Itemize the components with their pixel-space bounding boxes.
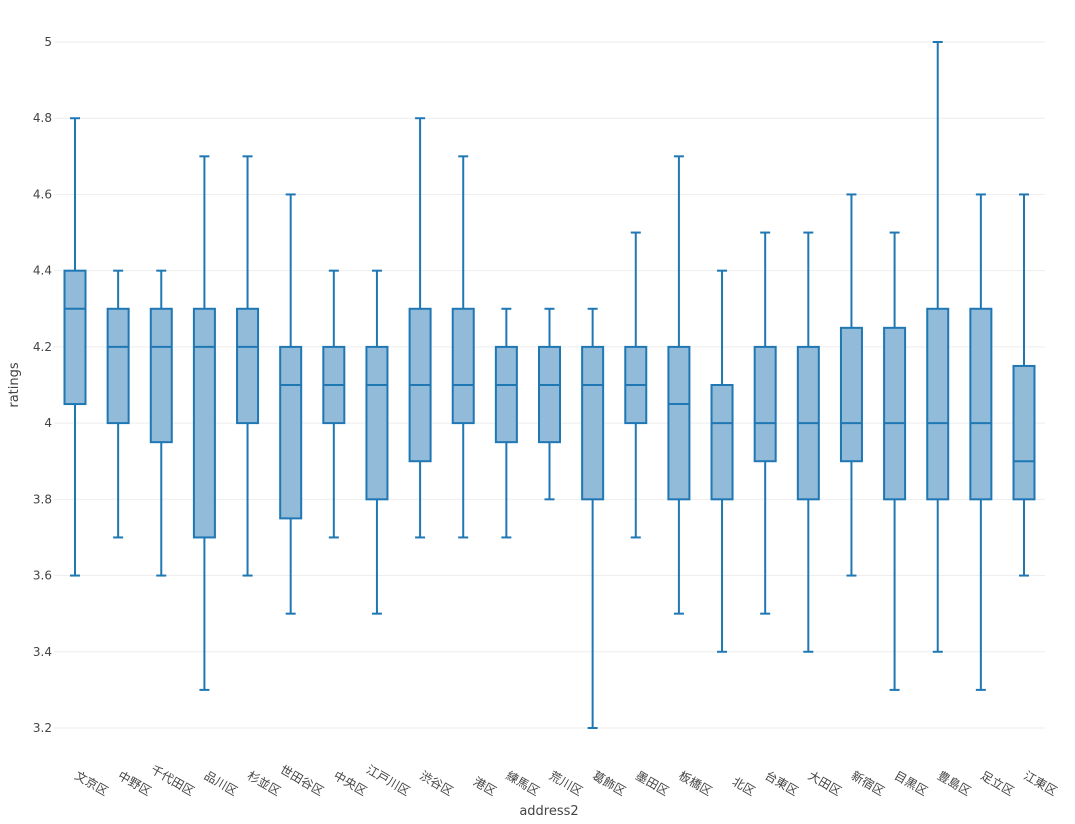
- iqr-box: [667, 345, 691, 501]
- box-mark[interactable]: [408, 117, 432, 539]
- y-axis-title: ratings: [7, 362, 22, 408]
- box-mark[interactable]: [538, 307, 561, 501]
- x-tick-label: 足立区: [978, 768, 1017, 799]
- box-mark[interactable]: [365, 269, 389, 615]
- box-mark[interactable]: [753, 231, 777, 615]
- y-tick-label: 4.8: [33, 111, 52, 125]
- x-tick-label: 世田谷区: [278, 762, 327, 798]
- box-mark[interactable]: [926, 41, 950, 653]
- iqr-box: [365, 345, 389, 501]
- x-tick-label: 中央区: [331, 768, 370, 799]
- box-mark[interactable]: [236, 155, 260, 577]
- x-tick-label: 北区: [730, 774, 758, 798]
- iqr-box: [192, 307, 216, 539]
- box-mark[interactable]: [796, 231, 820, 653]
- box-mark[interactable]: [106, 269, 130, 539]
- x-tick-label: 千代田区: [148, 762, 197, 798]
- x-tick-label: 台東区: [762, 768, 801, 799]
- x-tick-label: 豊島区: [935, 768, 974, 799]
- x-tick-label: 港区: [471, 774, 499, 798]
- x-tick-label: 板橋区: [676, 768, 714, 798]
- iqr-box: [710, 384, 734, 501]
- y-tick-label: 3.2: [33, 721, 52, 735]
- x-tick-label: 墨田区: [633, 768, 671, 798]
- y-tick-label: 4.2: [33, 340, 52, 354]
- y-axis-ticks: 3.2 3.4 3.6 3.8 4 4.2 4.4 4.6 4.8 5: [33, 35, 52, 735]
- x-tick-label: 中野区: [115, 768, 154, 799]
- box-mark[interactable]: [322, 269, 346, 539]
- box-mark[interactable]: [624, 231, 648, 539]
- iqr-box: [969, 307, 993, 501]
- y-tick-label: 3.6: [33, 569, 52, 583]
- x-tick-label: 渋谷区: [417, 768, 455, 798]
- y-tick-label: 3.8: [33, 492, 52, 506]
- box-mark[interactable]: [63, 117, 87, 577]
- y-tick-label: 4: [44, 416, 52, 430]
- box-mark[interactable]: [192, 155, 216, 691]
- x-tick-label: 品川区: [202, 768, 240, 798]
- iqr-box: [236, 307, 260, 425]
- box-series: [63, 41, 1036, 729]
- iqr-box: [149, 307, 173, 444]
- iqr-box: [926, 307, 950, 501]
- x-axis-title: address2: [519, 804, 578, 819]
- box-mark[interactable]: [581, 307, 605, 729]
- iqr-box: [581, 345, 605, 501]
- box-mark[interactable]: [667, 155, 691, 615]
- iqr-box: [494, 345, 518, 444]
- box-mark[interactable]: [279, 193, 303, 615]
- x-tick-label: 練馬区: [504, 768, 542, 798]
- iqr-box: [883, 326, 907, 501]
- x-tick-label: 大田区: [806, 768, 844, 798]
- y-tick-label: 3.4: [33, 645, 52, 659]
- iqr-box: [279, 345, 303, 520]
- box-mark[interactable]: [451, 155, 475, 539]
- x-tick-label: 江戸川区: [364, 762, 413, 798]
- iqr-box: [753, 345, 777, 463]
- y-tick-label: 5: [44, 35, 52, 49]
- iqr-box: [1012, 364, 1036, 501]
- y-tick-label: 4.4: [33, 264, 52, 278]
- x-tick-label: 江東区: [1021, 768, 1059, 798]
- iqr-box: [451, 307, 475, 425]
- box-mark[interactable]: [969, 193, 993, 691]
- x-tick-label: 新宿区: [849, 768, 888, 799]
- x-tick-label: 杉並区: [245, 768, 283, 798]
- x-tick-label: 文京区: [72, 768, 111, 799]
- box-mark[interactable]: [839, 193, 863, 577]
- box-mark[interactable]: [883, 231, 907, 691]
- box-mark[interactable]: [710, 269, 734, 653]
- x-tick-label: 葛飾区: [590, 768, 628, 798]
- y-tick-label: 4.6: [33, 187, 52, 201]
- iqr-box: [106, 307, 130, 425]
- iqr-box: [839, 326, 863, 463]
- x-tick-label: 荒川区: [547, 768, 585, 798]
- box-mark[interactable]: [494, 307, 518, 539]
- iqr-box: [538, 345, 561, 444]
- box-mark[interactable]: [149, 269, 173, 577]
- box-mark[interactable]: [1012, 193, 1036, 577]
- x-tick-label: 目黒区: [892, 768, 930, 798]
- iqr-box: [63, 269, 87, 406]
